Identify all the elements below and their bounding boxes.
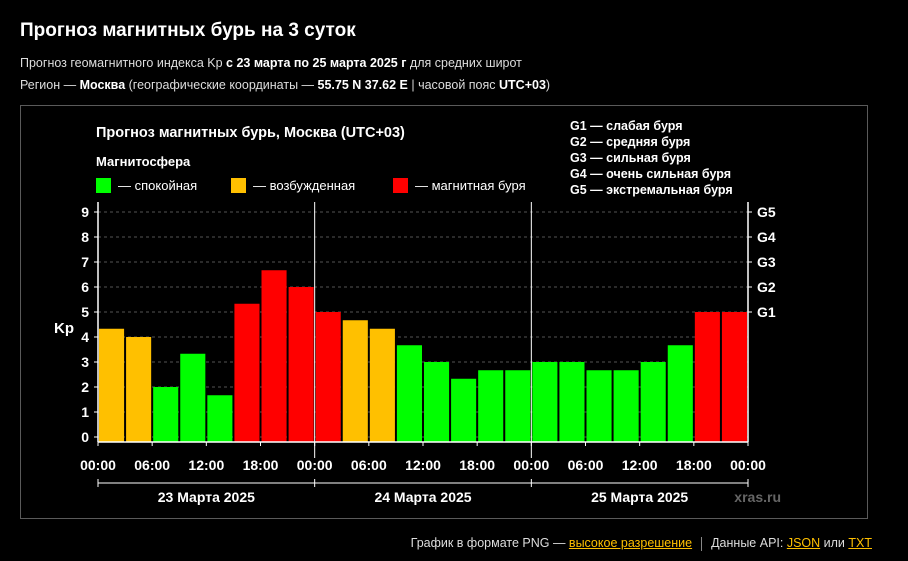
region-mid2: | часовой пояс	[407, 78, 499, 92]
chart-title: Прогноз магнитных бурь, Москва (UTC+03)	[96, 125, 405, 141]
kp-bar	[721, 312, 747, 442]
kp-bar	[424, 362, 450, 442]
kp-bar	[180, 353, 206, 442]
legend-title: Магнитосфера	[96, 154, 191, 169]
kp-bar	[234, 303, 260, 442]
kp-bar	[613, 370, 639, 442]
x-tick-label: 18:00	[676, 457, 712, 473]
x-tick-label: 06:00	[568, 457, 604, 473]
y-tick-label: 8	[81, 229, 89, 245]
watermark: xras.ru	[734, 489, 781, 505]
x-tick-label: 12:00	[188, 457, 224, 473]
g-legend-item-5: G5 — экстремальная буря	[570, 183, 733, 197]
g-axis-label: G3	[757, 254, 776, 270]
forecast-description-suffix: для средних широт	[406, 56, 522, 70]
high-resolution-link[interactable]: высокое разрешение	[568, 536, 693, 550]
region-coordinates: 55.75 N 37.62 E	[317, 78, 408, 92]
x-tick-label: 18:00	[459, 457, 495, 473]
kp-bar	[207, 395, 233, 442]
y-tick-label: 6	[81, 279, 89, 295]
y-tick-label: 5	[81, 304, 89, 320]
kp-bar	[99, 328, 125, 442]
g-axis-label: G1	[757, 304, 776, 320]
g-axis-label: G2	[757, 279, 776, 295]
kp-bar	[694, 312, 720, 442]
kp-bar	[288, 287, 314, 442]
g-legend-item-4: G4 — очень сильная буря	[570, 167, 731, 181]
y-axis-label: Kp	[54, 320, 74, 337]
x-tick-label: 06:00	[134, 457, 170, 473]
y-tick-label: 2	[81, 379, 89, 395]
legend-swatch-0	[96, 178, 111, 193]
x-tick-label: 12:00	[622, 457, 658, 473]
g-legend-item-3: G3 — сильная буря	[570, 151, 691, 165]
x-tick-label: 12:00	[405, 457, 441, 473]
forecast-date-range: с 23 марта по 25 марта 2025 г	[226, 56, 407, 70]
y-tick-label: 4	[81, 329, 89, 345]
kp-bar	[451, 378, 477, 442]
day-label: 23 Марта 2025	[158, 489, 255, 505]
g-legend-item-2: G2 — средняя буря	[570, 135, 690, 149]
kp-bar	[369, 328, 395, 442]
kp-bar	[505, 370, 531, 442]
legend-label-0: — спокойная	[118, 178, 197, 193]
region-mid: (географические координаты —	[125, 78, 318, 92]
x-tick-label: 00:00	[80, 457, 116, 473]
g-axis-label: G4	[757, 229, 776, 245]
x-tick-label: 00:00	[297, 457, 333, 473]
kp-bar	[315, 312, 341, 442]
footer-api-text: Данные API:	[711, 536, 787, 550]
y-tick-label: 3	[81, 354, 89, 370]
footer: График в формате PNG — высокое разрешени…	[411, 536, 872, 551]
y-tick-label: 0	[81, 429, 89, 445]
g-axis-label: G5	[757, 204, 776, 220]
g-legend-item-1: G1 — слабая буря	[570, 119, 683, 133]
region-city: Москва	[79, 78, 126, 92]
footer-divider	[701, 536, 703, 551]
y-tick-label: 9	[81, 204, 89, 220]
x-tick-label: 18:00	[243, 457, 279, 473]
region-info: Регион — Москва (географические координа…	[20, 78, 550, 92]
chart-panel: Прогноз магнитных бурь, Москва (UTC+03) М…	[20, 105, 868, 519]
legend-label-2: — магнитная буря	[415, 178, 526, 193]
y-tick-label: 1	[81, 404, 89, 420]
legend-swatch-1	[231, 178, 246, 193]
kp-bar	[261, 270, 287, 442]
kp-bar	[342, 320, 368, 442]
x-tick-label: 00:00	[730, 457, 766, 473]
kp-bar	[559, 362, 585, 442]
kp-bar	[126, 337, 152, 442]
legend-label-1: — возбужденная	[253, 178, 355, 193]
kp-forecast-chart: Прогноз магнитных бурь, Москва (UTC+03) М…	[54, 119, 781, 505]
day-label: 24 Марта 2025	[374, 489, 471, 505]
kp-bar	[586, 370, 612, 442]
x-tick-label: 06:00	[351, 457, 387, 473]
region-timezone: UTC+03	[499, 78, 546, 92]
kp-bar	[153, 387, 179, 442]
footer-or-text: или	[820, 536, 849, 550]
txt-link[interactable]: TXT	[848, 536, 872, 550]
kp-bar	[640, 362, 666, 442]
json-link[interactable]: JSON	[786, 536, 821, 550]
region-prefix: Регион —	[20, 78, 80, 92]
y-tick-label: 7	[81, 254, 89, 270]
forecast-description-prefix: Прогноз геомагнитного индекса Kp	[20, 56, 227, 70]
page-title: Прогноз магнитных бурь на 3 суток	[20, 20, 356, 41]
kp-bar	[478, 370, 504, 442]
kp-bar	[532, 362, 558, 442]
forecast-description: Прогноз геомагнитного индекса Kp с 23 ма…	[20, 56, 522, 70]
legend-swatch-2	[393, 178, 408, 193]
x-tick-label: 00:00	[513, 457, 549, 473]
day-label: 25 Марта 2025	[591, 489, 688, 505]
kp-bar	[396, 345, 422, 442]
kp-bar	[667, 345, 693, 442]
footer-png-text: График в формате PNG —	[410, 536, 569, 550]
region-suffix: )	[545, 78, 551, 92]
